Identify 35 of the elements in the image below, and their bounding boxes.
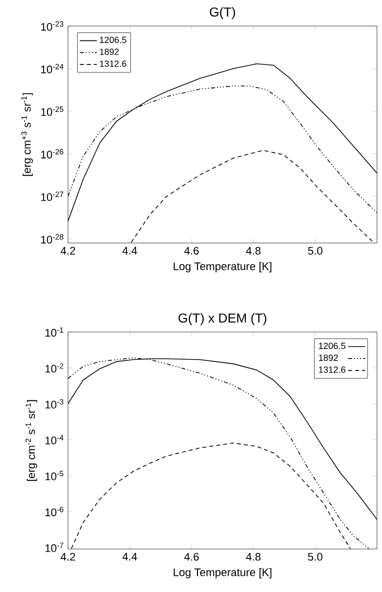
x-tick-label: 4.8 xyxy=(246,246,261,255)
x-tick-label: 4.4 xyxy=(122,552,138,560)
chart-title: G(T) xyxy=(210,7,236,20)
y-tick-label: 10$^{-23}$ xyxy=(41,21,64,31)
legend-label: 1312.6 xyxy=(319,366,346,373)
y-tick-label: 10$^{-3}$ xyxy=(45,399,64,409)
chart-title: G(T) x DEM (T) xyxy=(178,313,266,326)
y-tick-label: 10$^{-28}$ xyxy=(41,234,64,244)
y-axis-title: [erg cm$^{+3}$ s$^{-1}$ sr$^{-1}$] xyxy=(21,93,33,176)
x-tick-label: 4.2 xyxy=(60,246,76,255)
x-tick-label: 5.0 xyxy=(308,552,322,561)
y-tick-label: 10$^{-5}$ xyxy=(45,470,64,480)
y-tick-label: 10$^{-27}$ xyxy=(41,192,64,202)
x-tick-label: 4.8 xyxy=(246,552,261,561)
legend-label: 1892 xyxy=(100,48,119,55)
x-tick-label: 5.0 xyxy=(308,246,322,255)
x-tick-label: 4.6 xyxy=(184,246,199,255)
y-tick-label: 10$^{-4}$ xyxy=(45,435,64,444)
y-tick-label: 10$^{-25}$ xyxy=(41,106,64,116)
x-tick-label: 4.2 xyxy=(60,552,76,561)
legend-label: 1206.5 xyxy=(319,342,346,350)
y-tick-label: 10$^{-26}$ xyxy=(41,149,64,158)
x-tick-label: 4.6 xyxy=(184,552,199,561)
y-tick-label: 10$^{-2}$ xyxy=(45,363,64,373)
x-axis-title: Log Temperature [K] xyxy=(174,262,272,272)
y-tick-label: 10$^{-6}$ xyxy=(45,506,64,516)
y-tick-label: 10$^{-1}$ xyxy=(45,327,64,337)
y-tick-label: 10$^{-7}$ xyxy=(45,542,64,552)
y-axis-title: [erg cm$^{-2}$ s$^{-1}$ sr$^{-1}$] xyxy=(26,400,38,481)
legend-label: 1892 xyxy=(319,354,338,361)
legend-label: 1312.6 xyxy=(100,60,126,67)
x-tick-label: 4.4 xyxy=(122,246,138,254)
y-tick-label: 10$^{-24}$ xyxy=(41,64,64,74)
legend-label: 1206.5 xyxy=(100,36,126,44)
x-axis-title: Log Temperature [K] xyxy=(174,568,272,578)
